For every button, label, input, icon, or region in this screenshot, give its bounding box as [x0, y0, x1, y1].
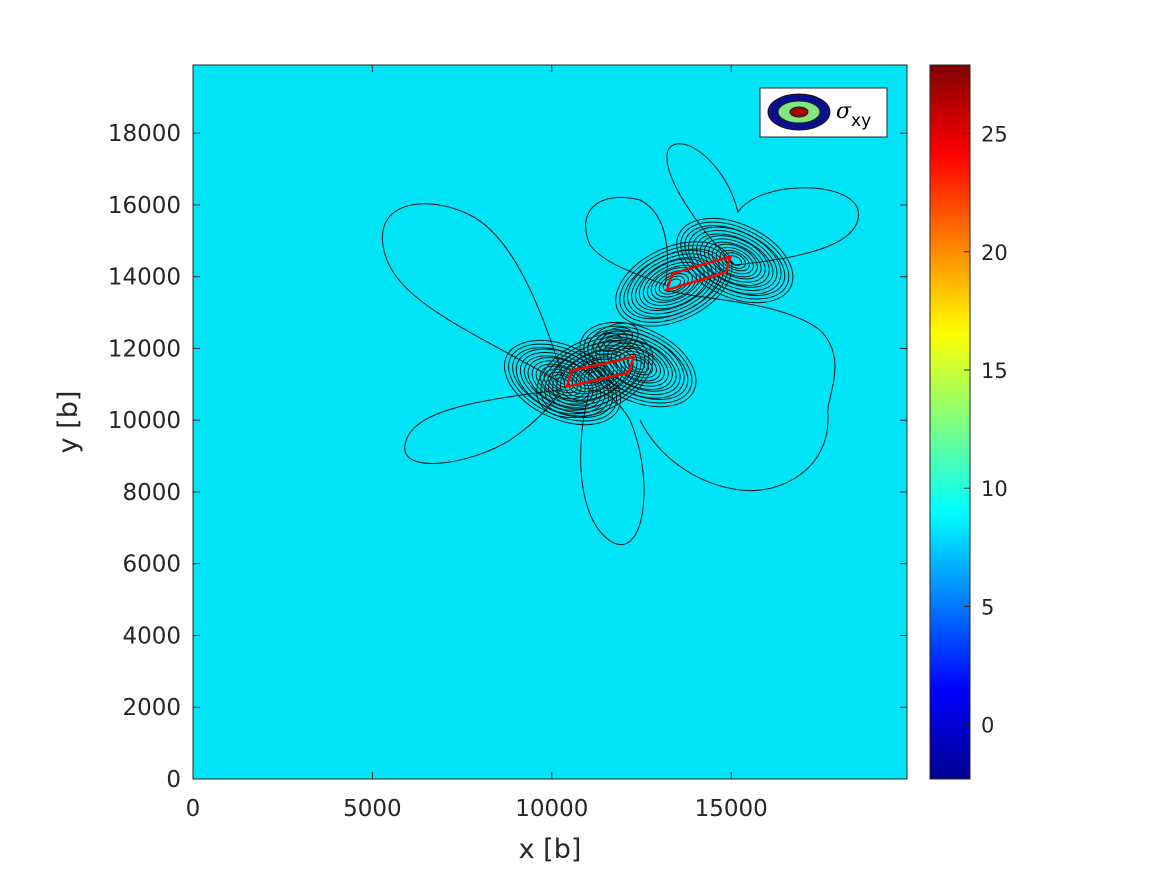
contour-ring	[586, 322, 639, 360]
x-tick-label: 5000	[343, 796, 402, 822]
contour-ring	[536, 332, 654, 418]
contour-ring	[607, 342, 669, 387]
x-tick-label: 10000	[515, 796, 588, 822]
plot-area	[193, 65, 907, 779]
stress-concentration-rings	[503, 217, 794, 426]
contour-ring	[658, 273, 689, 295]
colorbar-tick-label: 15	[981, 359, 1008, 383]
contour-ring	[563, 353, 626, 398]
segment	[564, 355, 636, 389]
contour-ring	[619, 244, 729, 323]
contour-ring	[711, 243, 758, 278]
legend: σxy	[759, 87, 888, 138]
contour-ring	[676, 217, 794, 304]
contour-ring	[583, 325, 693, 404]
y-tick-label: 14000	[108, 265, 181, 291]
contour-ring	[611, 345, 665, 384]
contour-ring	[635, 256, 713, 312]
contour-ring	[540, 336, 650, 415]
contour-ring	[595, 334, 681, 396]
y-tick-label: 4000	[122, 623, 181, 649]
contour-ring	[544, 339, 646, 411]
contour-outer-upper-left	[585, 196, 668, 286]
contour-ring	[519, 351, 606, 414]
contour-ring	[696, 233, 774, 288]
x-axis-ticks: 0 5000 10000 15000	[186, 65, 768, 822]
contour-ring	[699, 235, 770, 286]
colorbar-tick-label: 20	[981, 241, 1008, 265]
contour-ring	[539, 365, 586, 400]
contour-ring	[692, 230, 778, 292]
contour-ring	[626, 356, 650, 373]
y-tick-label: 16000	[108, 193, 181, 219]
contour-outer-bottom	[580, 389, 645, 545]
contour-ring	[723, 252, 746, 269]
y-tick-label: 12000	[108, 336, 181, 362]
segment	[665, 254, 733, 292]
contour-outer-left	[381, 203, 566, 386]
contour-ring	[614, 347, 661, 382]
contour-ring	[715, 246, 754, 275]
plot-frame	[192, 64, 908, 780]
x-tick-label: 0	[186, 796, 201, 822]
colorbar-tick-label: 10	[981, 477, 1008, 501]
colorbar-ticks: 0 5 10 15 20 25	[964, 123, 1008, 738]
x-tick-label: 15000	[695, 796, 768, 822]
contour-ring	[684, 225, 786, 296]
contour-ring	[654, 270, 693, 298]
y-tick-label: 2000	[122, 695, 181, 721]
x-axis-label: x [b]	[519, 834, 582, 865]
contour-ring	[551, 374, 574, 391]
segments	[564, 254, 733, 389]
contour-ring	[719, 249, 750, 272]
y-tick-label: 18000	[108, 121, 181, 147]
y-tick-label: 10000	[108, 408, 181, 434]
contour-ring	[592, 327, 633, 356]
contour-outer-right	[639, 289, 836, 492]
colorbar-tick-label: 0	[981, 714, 994, 738]
contour-ring	[523, 355, 602, 410]
contour-outer-left-bottom	[404, 389, 561, 464]
contour-ring	[707, 241, 762, 280]
contour-outer-right-upper	[666, 143, 859, 266]
y-tick-label: 0	[166, 767, 181, 793]
contour-ring	[599, 337, 677, 392]
contour-ring	[642, 261, 705, 306]
y-tick-label: 8000	[122, 480, 181, 506]
legend-label: σxy	[836, 99, 871, 131]
contour-ring	[603, 334, 622, 348]
contour-ring	[503, 339, 622, 426]
colorbar-tick-label: 25	[981, 123, 1008, 147]
y-tick-label: 6000	[122, 552, 181, 578]
contour-ring	[535, 363, 590, 402]
contour-ring	[703, 238, 766, 283]
contour-ring	[598, 330, 628, 352]
contour-ring	[618, 350, 657, 379]
contour-ring	[512, 347, 614, 418]
colorbar	[929, 64, 971, 780]
contour-ring	[603, 339, 673, 391]
contour-lines	[381, 143, 859, 545]
legend-swatch-inner	[789, 106, 809, 118]
y-axis-ticks: 0 2000 4000 6000 8000 10000 12000 14000 16000 180…	[108, 121, 907, 793]
colorbar-tick-label: 5	[981, 595, 994, 619]
contour-ring	[680, 221, 790, 300]
contour-ring	[579, 321, 697, 408]
y-axis-label: y [b]	[53, 391, 84, 454]
